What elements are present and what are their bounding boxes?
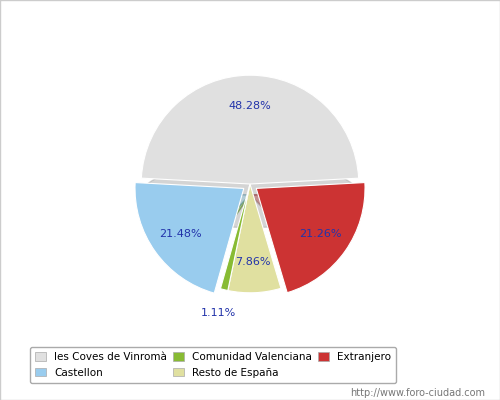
Wedge shape [135,182,244,293]
Polygon shape [141,193,250,226]
Wedge shape [220,184,250,290]
Text: 21.48%: 21.48% [159,229,202,239]
Text: 1.11%: 1.11% [201,308,236,318]
Wedge shape [142,75,358,184]
Polygon shape [228,195,281,228]
Polygon shape [142,162,358,195]
Polygon shape [250,193,359,226]
Polygon shape [220,195,250,227]
Legend: les Coves de Vinromà, Castellon, Comunidad Valenciana, Resto de España, Extranje: les Coves de Vinromà, Castellon, Comunid… [30,347,396,383]
Text: http://www.foro-ciudad.com: http://www.foro-ciudad.com [350,388,485,398]
Text: les Coves de Vinromà - Habitantes segun Lugar de nacimiento - 2020: les Coves de Vinromà - Habitantes segun … [44,14,456,28]
Text: 21.26%: 21.26% [299,228,342,238]
Text: 48.28%: 48.28% [228,101,272,111]
Wedge shape [256,182,365,293]
Text: 7.86%: 7.86% [236,257,271,267]
Wedge shape [228,184,281,293]
